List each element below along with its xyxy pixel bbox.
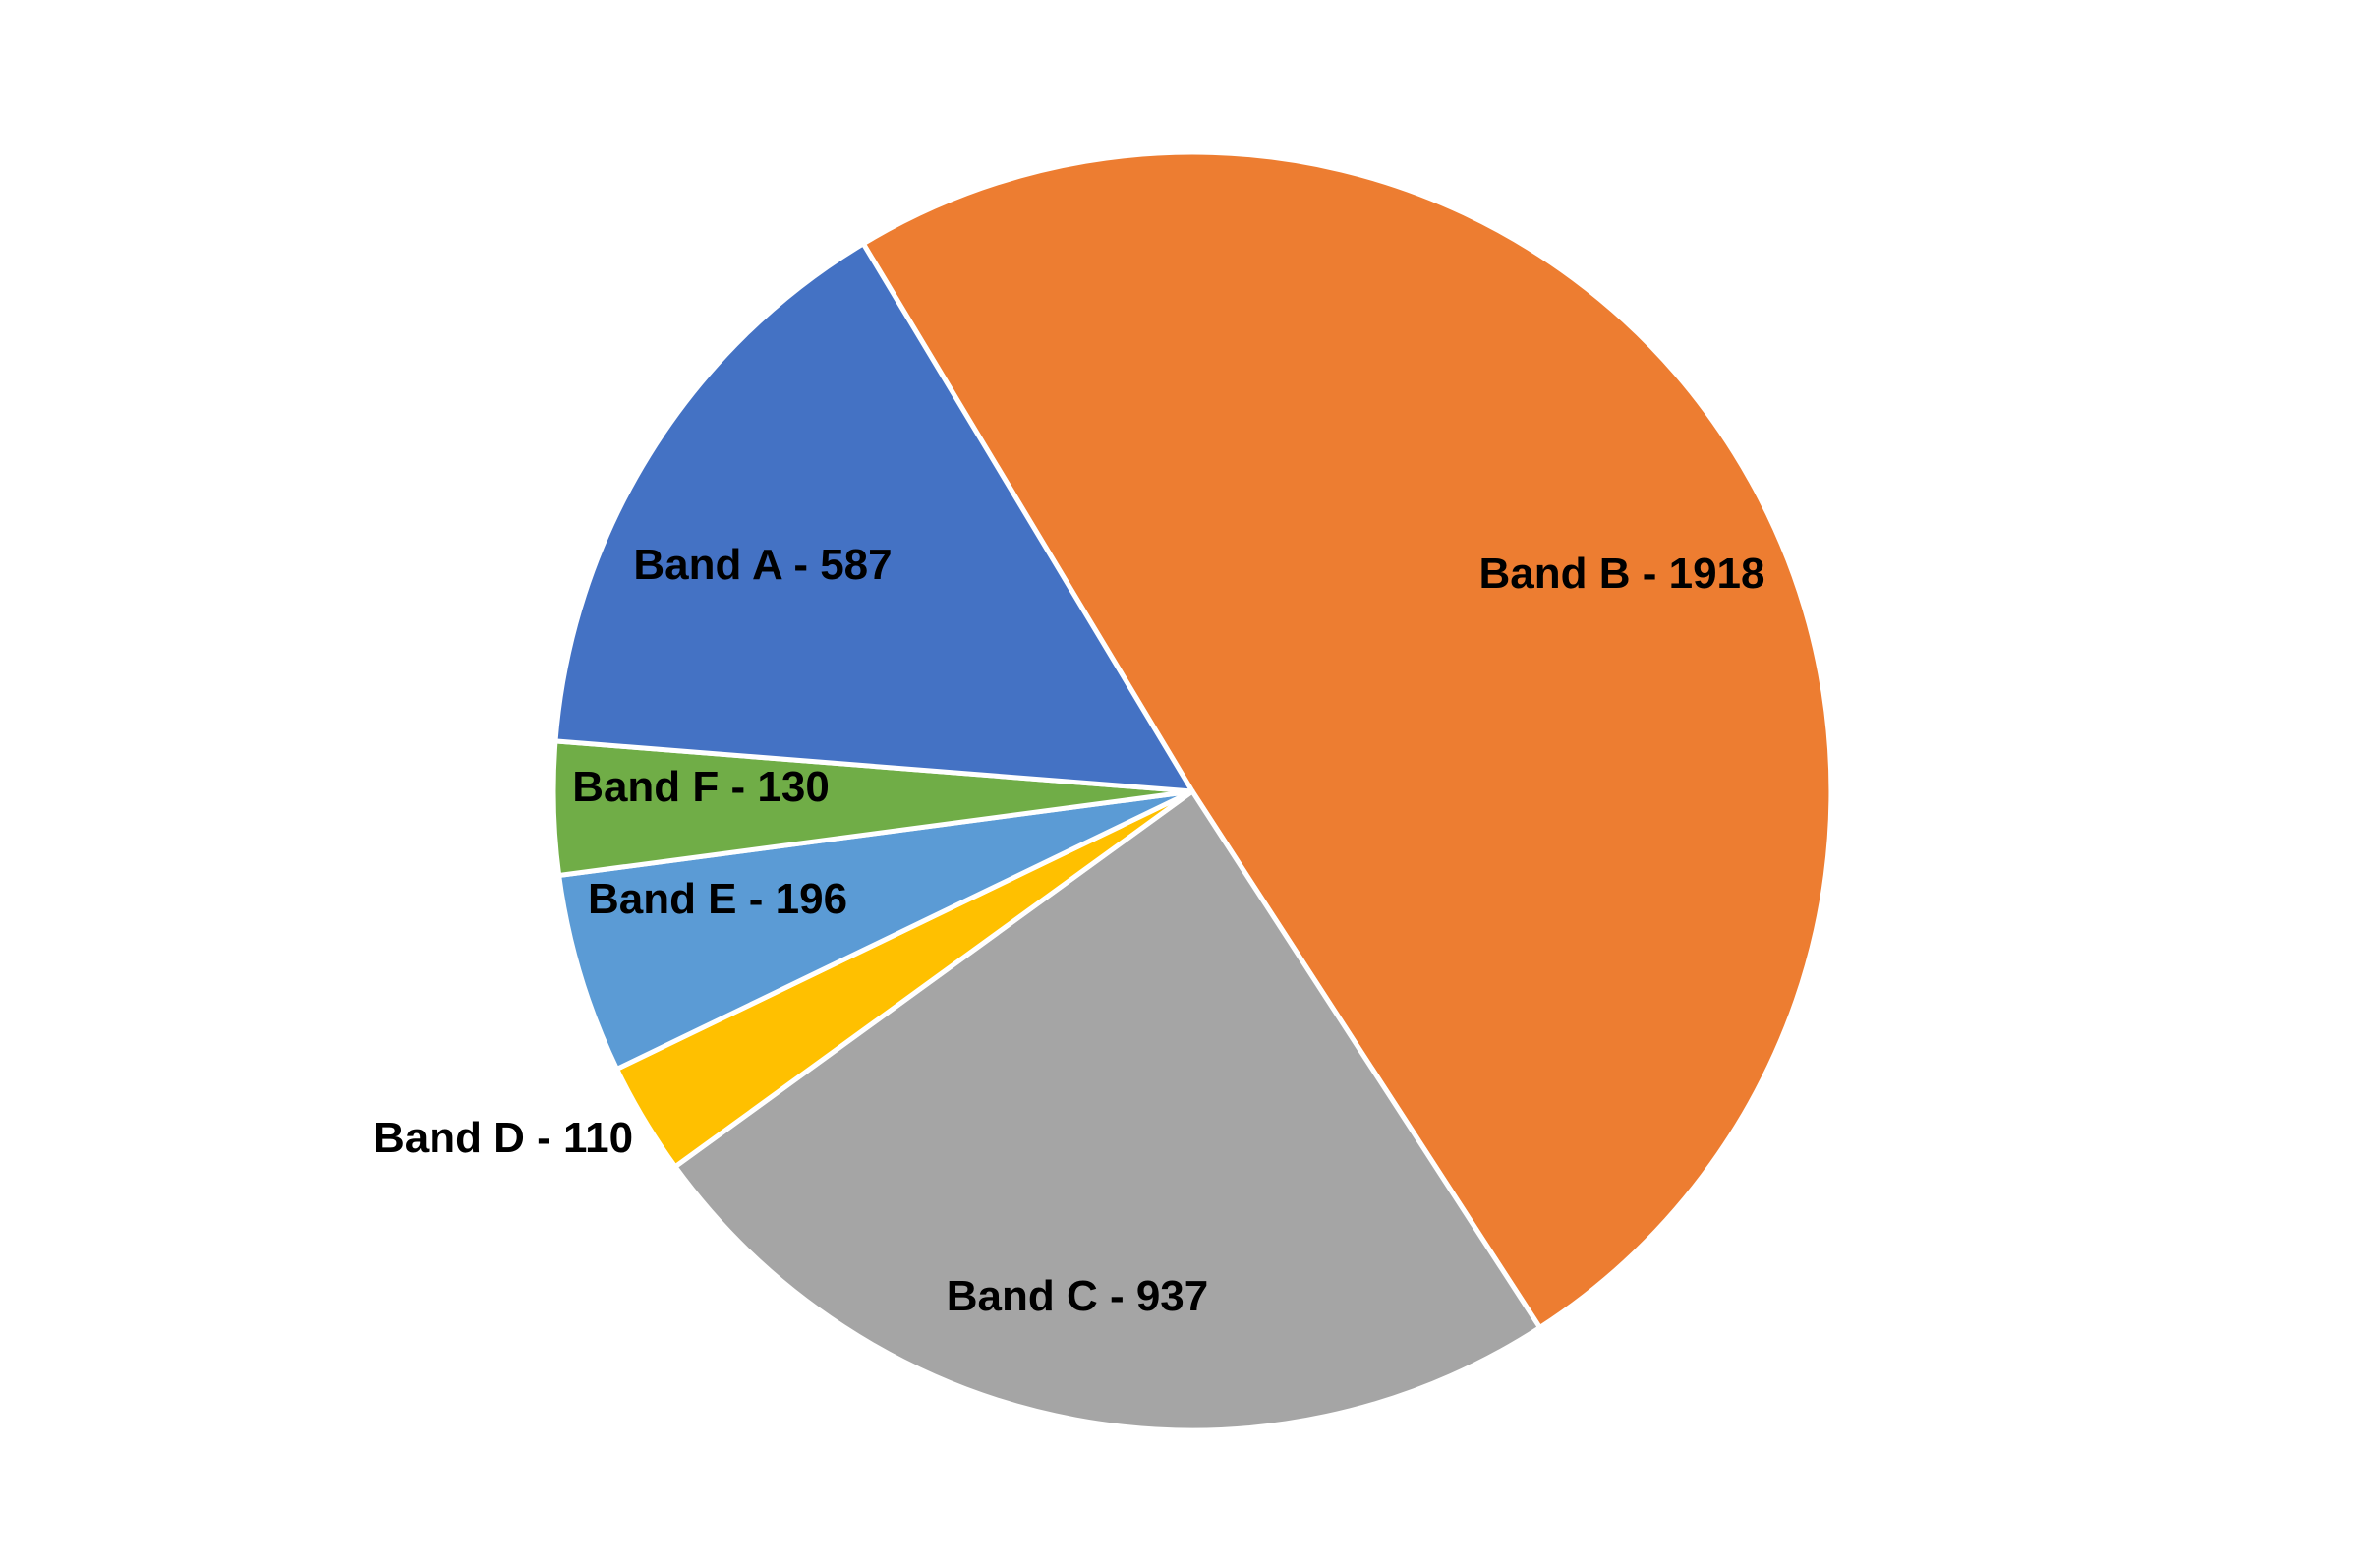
pie-slices (550, 149, 1834, 1433)
pie-slice-band-a (552, 241, 1195, 794)
pie-label-band-a: Band A - 587 (633, 541, 892, 589)
pie-label-band-f: Band F - 130 (572, 763, 830, 811)
pie-label-band-d: Band D - 110 (374, 1114, 633, 1162)
pie-label-band-e: Band E - 196 (588, 875, 847, 923)
pie-slice-band-b (860, 149, 1834, 1330)
pie-label-band-c: Band C - 937 (947, 1272, 1209, 1320)
pie-slice-band-e (556, 788, 1195, 1072)
pie-label-band-b: Band B - 1918 (1479, 550, 1765, 598)
pie-labels: Band B - 1918 Band C - 937 Band D - 110 Ban… (374, 541, 1765, 1320)
pie-slice-band-c (672, 788, 1543, 1433)
